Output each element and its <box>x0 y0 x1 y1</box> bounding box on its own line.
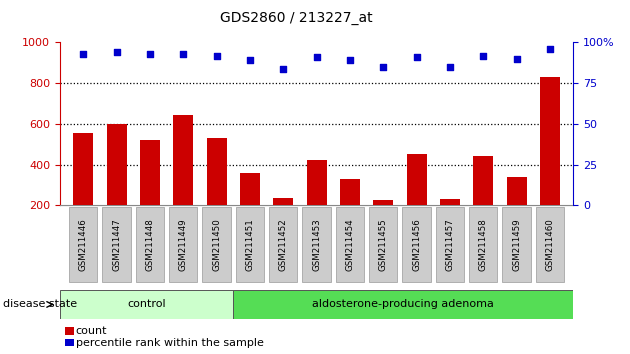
Text: GSM211458: GSM211458 <box>479 218 488 271</box>
Text: control: control <box>127 299 166 309</box>
Bar <box>340 179 360 205</box>
FancyBboxPatch shape <box>369 207 398 282</box>
Text: percentile rank within the sample: percentile rank within the sample <box>76 338 263 348</box>
Text: GSM211452: GSM211452 <box>278 218 288 271</box>
FancyBboxPatch shape <box>202 207 231 282</box>
Point <box>512 56 522 62</box>
Bar <box>240 173 260 205</box>
FancyBboxPatch shape <box>269 207 297 282</box>
Text: GSM211449: GSM211449 <box>179 218 188 270</box>
FancyBboxPatch shape <box>60 290 233 319</box>
Text: GSM211459: GSM211459 <box>512 218 521 270</box>
Text: aldosterone-producing adenoma: aldosterone-producing adenoma <box>312 299 494 309</box>
Text: GSM211455: GSM211455 <box>379 218 387 271</box>
Point <box>278 66 289 72</box>
Bar <box>406 154 427 205</box>
Point <box>212 53 222 58</box>
Text: GSM211454: GSM211454 <box>345 218 355 271</box>
FancyBboxPatch shape <box>302 207 331 282</box>
Point <box>145 51 155 57</box>
Text: count: count <box>76 326 107 336</box>
FancyBboxPatch shape <box>102 207 130 282</box>
Text: GSM211460: GSM211460 <box>546 218 554 271</box>
Text: GDS2860 / 213227_at: GDS2860 / 213227_at <box>220 11 372 25</box>
Point <box>545 46 555 52</box>
Point <box>245 58 255 63</box>
FancyBboxPatch shape <box>135 207 164 282</box>
Text: disease state: disease state <box>3 299 77 309</box>
Point <box>312 54 322 60</box>
Text: GSM211453: GSM211453 <box>312 218 321 271</box>
FancyBboxPatch shape <box>503 207 531 282</box>
Bar <box>140 140 160 205</box>
Point <box>112 50 122 55</box>
FancyBboxPatch shape <box>233 290 573 319</box>
Bar <box>440 199 460 205</box>
FancyBboxPatch shape <box>336 207 364 282</box>
FancyBboxPatch shape <box>436 207 464 282</box>
Text: GSM211448: GSM211448 <box>146 218 154 271</box>
Bar <box>540 77 560 205</box>
Text: GSM211446: GSM211446 <box>79 218 88 271</box>
Text: GSM211456: GSM211456 <box>412 218 421 271</box>
Point <box>178 51 188 57</box>
Point <box>411 54 421 60</box>
Point <box>478 53 488 58</box>
Text: GSM211447: GSM211447 <box>112 218 121 271</box>
Text: GSM211457: GSM211457 <box>445 218 454 271</box>
Point <box>445 64 455 70</box>
Point <box>78 51 88 57</box>
FancyBboxPatch shape <box>403 207 431 282</box>
Text: GSM211451: GSM211451 <box>246 218 255 271</box>
FancyBboxPatch shape <box>169 207 197 282</box>
Bar <box>106 124 127 205</box>
Text: GSM211450: GSM211450 <box>212 218 221 271</box>
Bar <box>307 160 326 205</box>
Bar <box>473 156 493 205</box>
FancyBboxPatch shape <box>469 207 498 282</box>
Bar <box>507 177 527 205</box>
Bar <box>207 138 227 205</box>
FancyBboxPatch shape <box>236 207 264 282</box>
Point <box>345 58 355 63</box>
FancyBboxPatch shape <box>69 207 98 282</box>
Bar <box>273 198 293 205</box>
Bar <box>173 115 193 205</box>
Bar <box>373 200 393 205</box>
FancyBboxPatch shape <box>536 207 564 282</box>
Point <box>378 64 388 70</box>
Bar <box>73 133 93 205</box>
